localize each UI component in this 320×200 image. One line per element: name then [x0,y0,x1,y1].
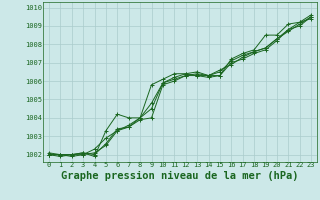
X-axis label: Graphe pression niveau de la mer (hPa): Graphe pression niveau de la mer (hPa) [61,171,299,181]
